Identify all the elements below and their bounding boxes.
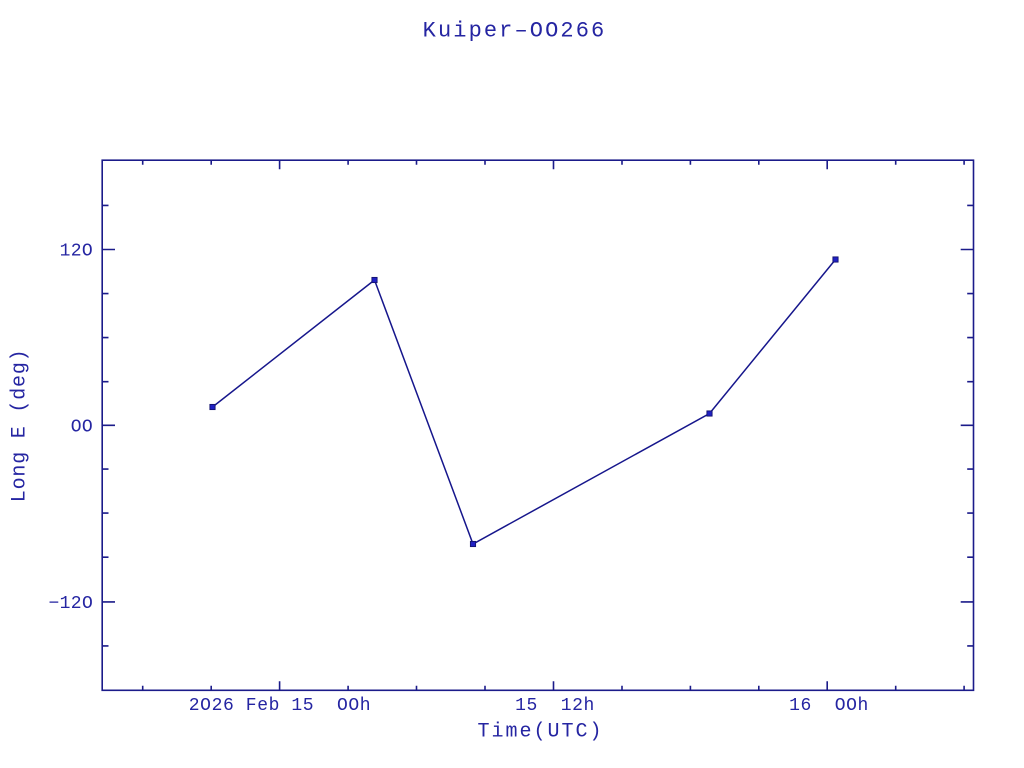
svg-text:Kuiper–OO266: Kuiper–OO266 xyxy=(423,19,607,44)
svg-text:16 OOh: 16 OOh xyxy=(789,696,869,716)
svg-text:15 12h: 15 12h xyxy=(515,696,595,716)
svg-text:2O26 Feb 15 OOh: 2O26 Feb 15 OOh xyxy=(189,696,371,716)
svg-text:OO: OO xyxy=(71,417,93,437)
svg-text:12O: 12O xyxy=(60,242,93,262)
svg-text:Long E (deg): Long E (deg) xyxy=(9,349,32,503)
svg-text:−12O: −12O xyxy=(48,594,93,614)
svg-text:Time(UTC): Time(UTC) xyxy=(477,721,603,744)
